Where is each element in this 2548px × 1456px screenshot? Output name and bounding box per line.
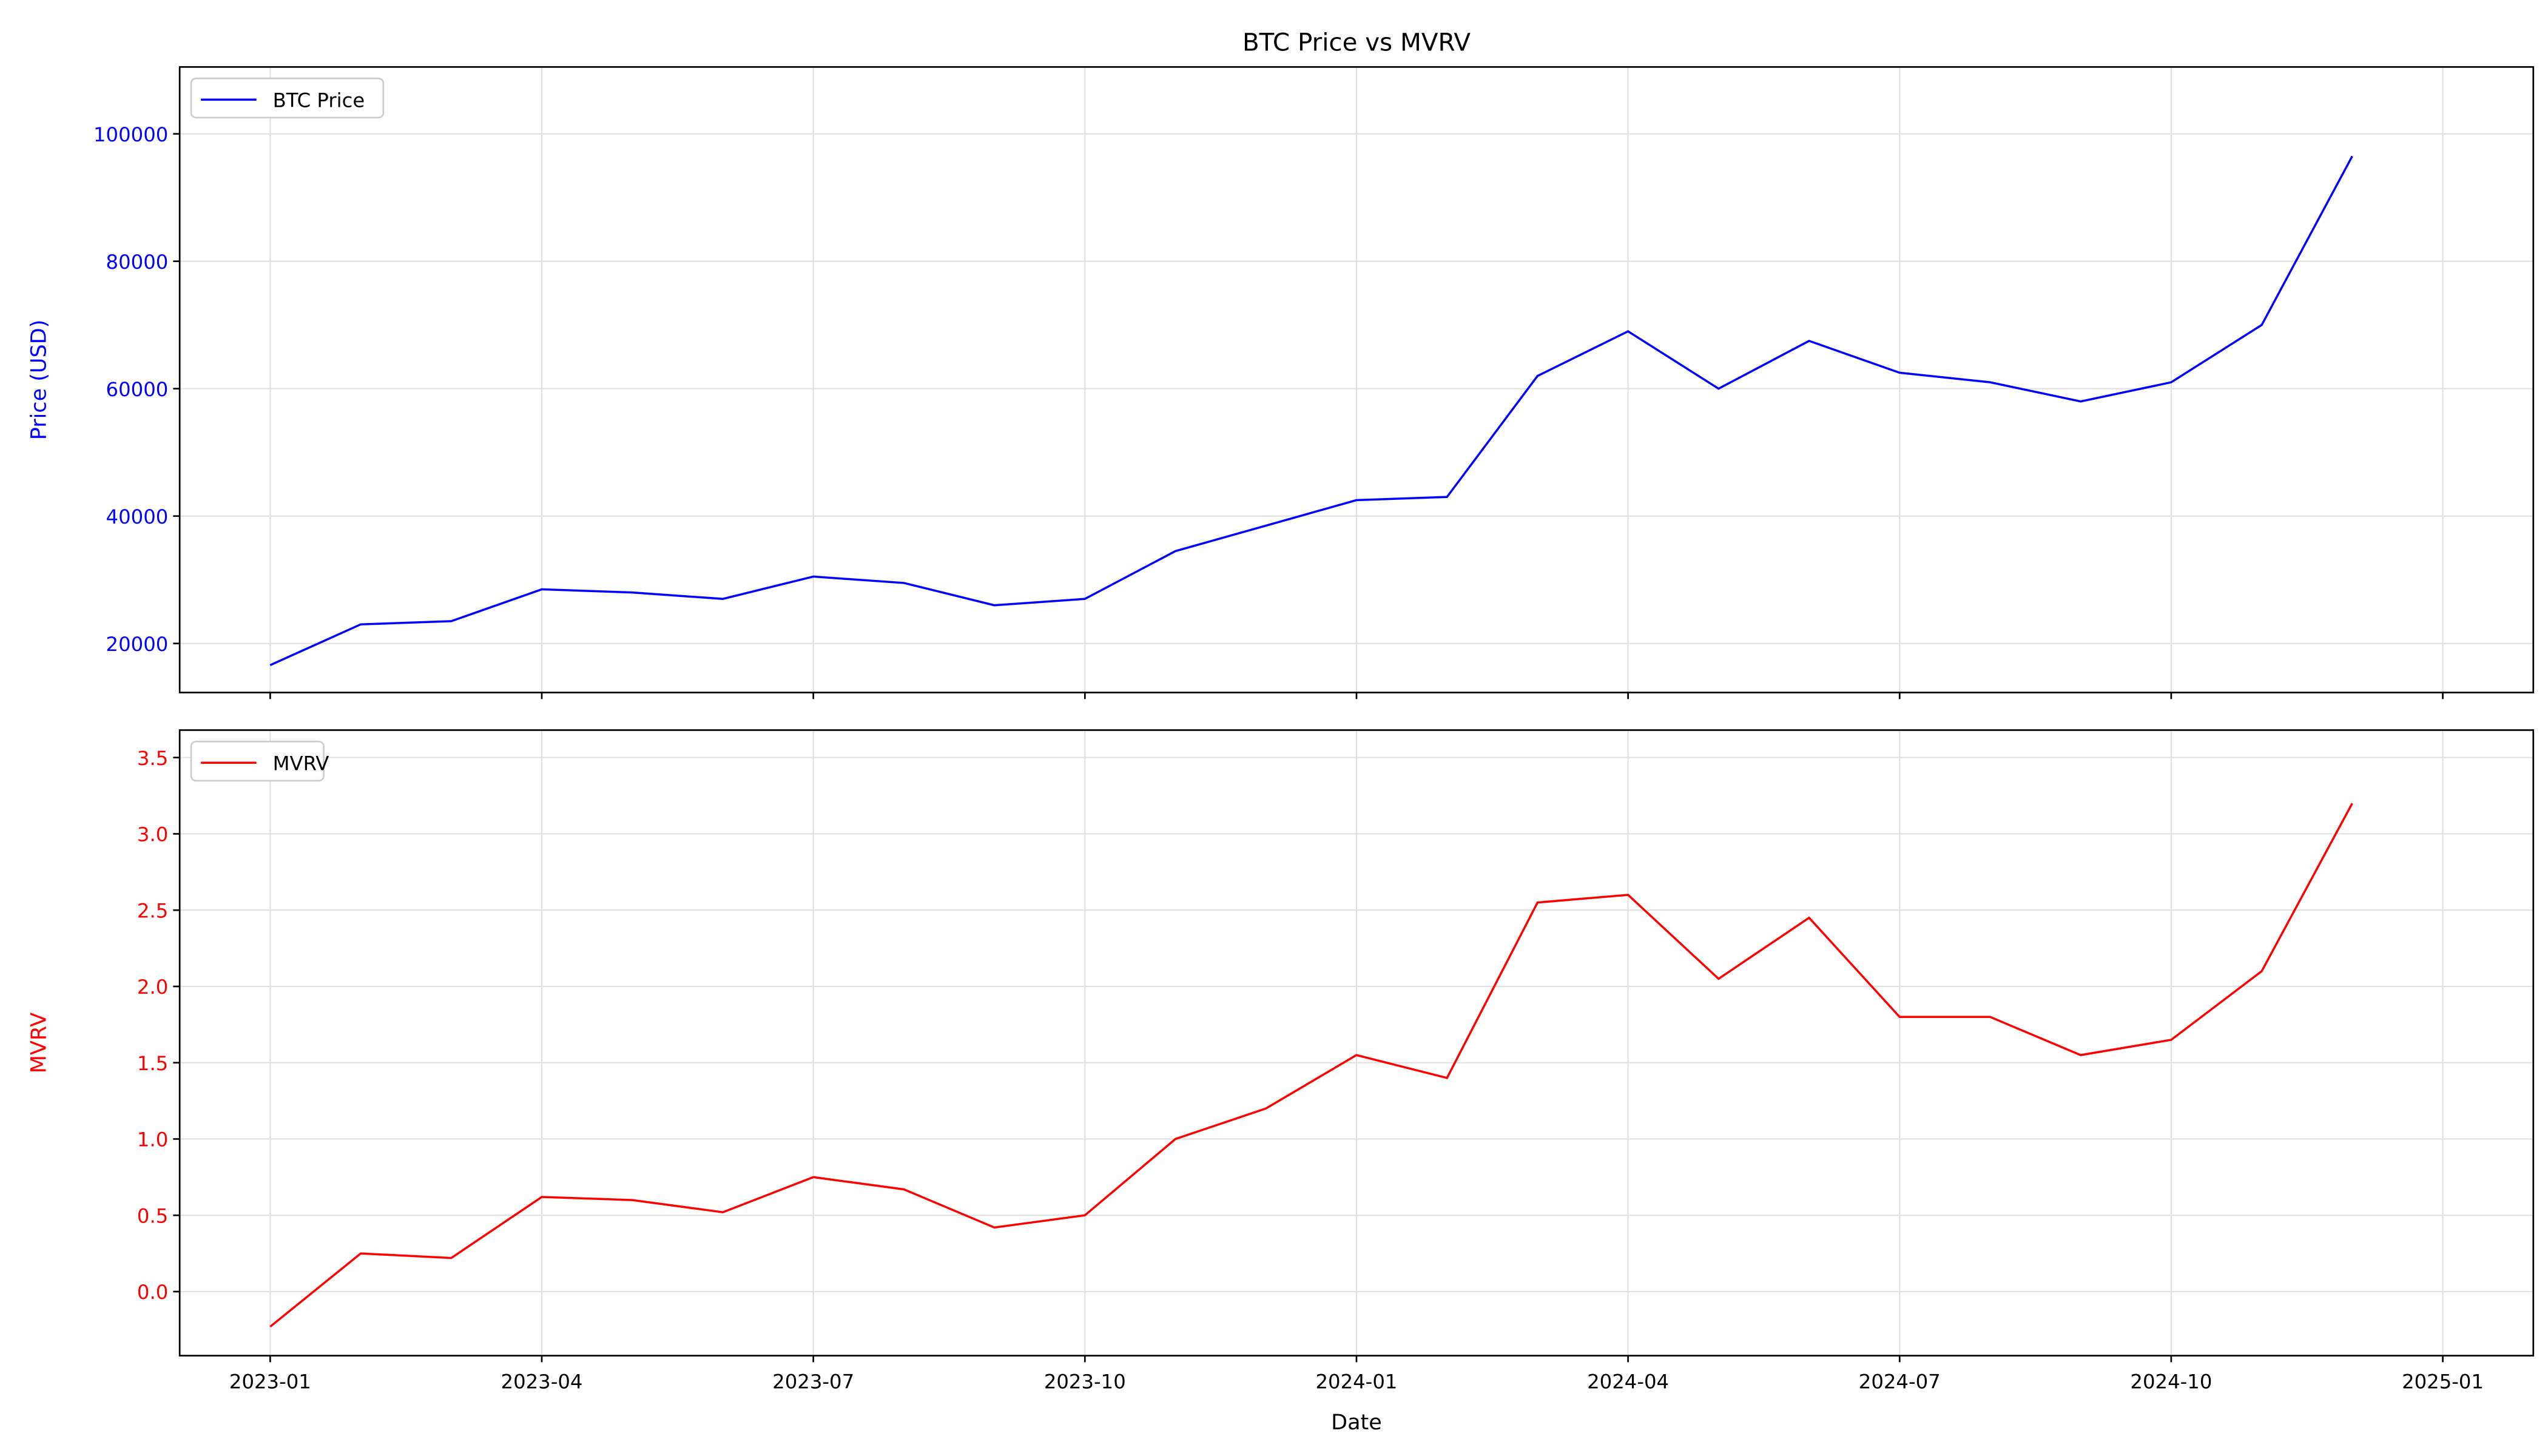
x-tick-label: 2024-07 bbox=[1859, 1370, 1941, 1393]
y-axis-label: MVRV bbox=[27, 1013, 51, 1074]
y-axis-label: Price (USD) bbox=[27, 320, 51, 440]
legend-box bbox=[190, 740, 325, 782]
x-axis-label: Date bbox=[1331, 1410, 1382, 1435]
y-tick-label: 1.0 bbox=[137, 1128, 168, 1151]
y-tick-label: 2.0 bbox=[137, 976, 168, 999]
legend-label: BTC Price bbox=[273, 89, 365, 112]
line-series bbox=[269, 155, 2353, 666]
x-tick-label: 2023-07 bbox=[772, 1370, 854, 1393]
y-tick-label: 0.0 bbox=[137, 1281, 168, 1304]
x-tick-label: 2023-01 bbox=[229, 1370, 311, 1393]
y-tick-label: 60000 bbox=[106, 378, 169, 401]
plot-frame bbox=[178, 729, 2535, 1357]
chart-title: BTC Price vs MVRV bbox=[1242, 28, 1471, 56]
x-tick-label: 2024-01 bbox=[1315, 1370, 1397, 1393]
y-tick-label: 0.5 bbox=[137, 1204, 168, 1227]
y-tick-label: 40000 bbox=[106, 505, 169, 528]
y-tick-label: 3.0 bbox=[137, 823, 168, 846]
x-tick-label: 2023-04 bbox=[501, 1370, 583, 1393]
x-tick-label: 2023-10 bbox=[1044, 1370, 1126, 1393]
x-tick-label: 2024-10 bbox=[2130, 1370, 2212, 1393]
y-tick-label: 20000 bbox=[106, 633, 169, 656]
legend-box bbox=[190, 77, 385, 119]
line-series bbox=[269, 803, 2353, 1328]
x-tick-label: 2025-01 bbox=[2402, 1370, 2484, 1393]
legend-label: MVRV bbox=[273, 752, 329, 775]
x-tick-label: 2024-04 bbox=[1587, 1370, 1669, 1393]
y-tick-label: 80000 bbox=[106, 251, 169, 274]
y-tick-label: 1.5 bbox=[137, 1052, 168, 1075]
plot-frame bbox=[178, 66, 2535, 693]
y-tick-label: 3.5 bbox=[137, 747, 168, 770]
y-tick-label: 100000 bbox=[93, 123, 168, 146]
y-tick-label: 2.5 bbox=[137, 899, 168, 922]
